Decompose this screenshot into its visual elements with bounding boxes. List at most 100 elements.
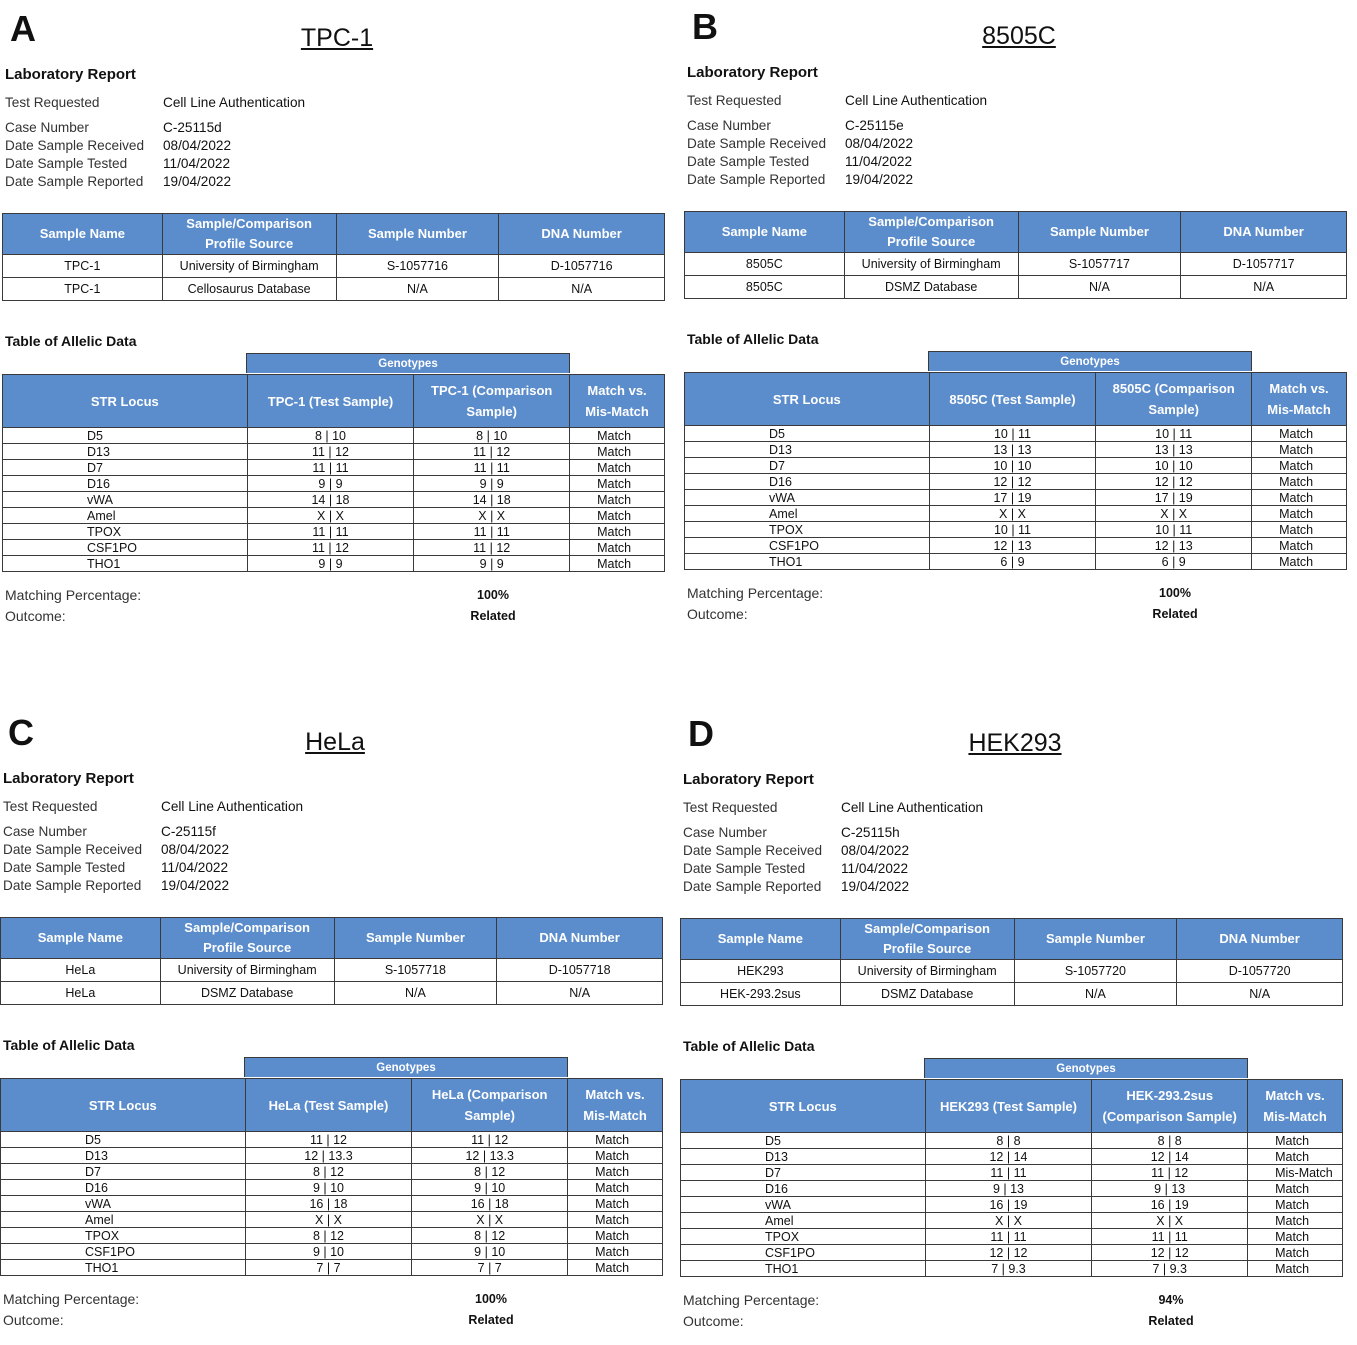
sample-cell: TPC-1 bbox=[2, 277, 163, 301]
comparison-genotype-cell: 9 | 10 bbox=[411, 1179, 569, 1196]
sample-cell: N/A bbox=[1180, 275, 1347, 299]
match-cell: Match bbox=[1251, 505, 1347, 522]
info-key: Date Sample Tested bbox=[687, 154, 810, 169]
test-genotype-cell: 16 | 19 bbox=[924, 1196, 1093, 1213]
match-cell: Match bbox=[1247, 1244, 1343, 1261]
test-genotype-cell: 12 | 12 bbox=[924, 1244, 1093, 1261]
sample-cell: University of Birmingham bbox=[839, 959, 1015, 983]
test-genotype-cell: 8 | 12 bbox=[244, 1227, 413, 1244]
allelic-row: TPOX 11 | 11 11 | 11 Match bbox=[680, 1228, 1343, 1245]
str-locus-cell: D13 bbox=[680, 1148, 926, 1165]
sample-header-row: Sample Name Sample/Comparison Profile Sou… bbox=[2, 213, 665, 255]
summary: Matching Percentage: 94% Outcome: Related bbox=[683, 1290, 1343, 1332]
info-key: Case Number bbox=[683, 825, 767, 840]
sample-cell: TPC-1 bbox=[2, 254, 163, 278]
sample-cell: D-1057720 bbox=[1176, 959, 1343, 983]
match-cell: Match bbox=[567, 1259, 663, 1276]
allelic-row: D7 11 | 11 11 | 12 Mis-Match bbox=[680, 1164, 1343, 1181]
test-genotype-cell: 12 | 13 bbox=[928, 537, 1097, 554]
match-cell: Match bbox=[569, 507, 665, 524]
test-genotype-cell: X | X bbox=[924, 1212, 1093, 1229]
sample-cell: University of Birmingham bbox=[161, 254, 337, 278]
comparison-genotype-cell: 16 | 19 bbox=[1091, 1196, 1249, 1213]
allelic-row: D7 8 | 12 8 | 12 Match bbox=[0, 1163, 663, 1180]
matching-row: Matching Percentage: 100% bbox=[5, 585, 665, 606]
info-key: Date Sample Received bbox=[683, 843, 823, 858]
sample-cell: DSMZ Database bbox=[159, 981, 335, 1005]
comparison-genotype-cell: 12 | 13 bbox=[1095, 537, 1253, 554]
str-locus-cell: D5 bbox=[680, 1132, 926, 1149]
allelic-header-row: STR Locus TPC-1 (Test Sample) TPC-1 (Compa… bbox=[2, 374, 665, 428]
match-cell: Match bbox=[1247, 1148, 1343, 1165]
report-panel: C HeLa Laboratory Report Test Requested Cell… bbox=[0, 704, 668, 1344]
panel-title: 8505C bbox=[682, 22, 1352, 51]
info-value: 19/04/2022 bbox=[161, 878, 230, 893]
comparison-genotype-cell: 9 | 13 bbox=[1091, 1180, 1249, 1197]
outcome-label: Outcome: bbox=[3, 1312, 64, 1328]
info-row: Date Sample Tested 11/04/2022 bbox=[5, 155, 305, 173]
str-locus-cell: TPOX bbox=[0, 1227, 246, 1244]
str-locus-cell: CSF1PO bbox=[684, 537, 930, 554]
test-genotype-cell: 12 | 12 bbox=[928, 473, 1097, 490]
test-genotype-cell: 9 | 10 bbox=[244, 1243, 413, 1260]
info-row: Date Sample Tested 11/04/2022 bbox=[3, 859, 303, 877]
allelic-row: D5 11 | 12 11 | 12 Match bbox=[0, 1131, 663, 1148]
sample-table: Sample Name Sample/Comparison Profile Sou… bbox=[684, 211, 1347, 299]
match-cell: Match bbox=[1251, 489, 1347, 506]
comparison-genotype-cell: 12 | 14 bbox=[1091, 1148, 1249, 1165]
sample-row: 8505C DSMZ Database N/A N/A bbox=[684, 275, 1347, 299]
sample-header-cell: Sample Number bbox=[333, 917, 498, 959]
matching-row: Matching Percentage: 100% bbox=[687, 583, 1347, 604]
info-value: Cell Line Authentication bbox=[841, 800, 984, 815]
sample-header-cell: DNA Number bbox=[1176, 918, 1343, 960]
str-locus-cell: D5 bbox=[0, 1131, 246, 1148]
allelic-row: D16 12 | 12 12 | 12 Match bbox=[684, 473, 1347, 490]
info-key: Case Number bbox=[3, 824, 87, 839]
info-key: Date Sample Received bbox=[5, 138, 145, 153]
comparison-genotype-cell: X | X bbox=[1095, 505, 1253, 522]
info-value: 11/04/2022 bbox=[161, 860, 229, 875]
sample-table: Sample Name Sample/Comparison Profile Sou… bbox=[2, 213, 665, 301]
info-key: Date Sample Tested bbox=[3, 860, 126, 875]
match-cell: Match bbox=[1247, 1228, 1343, 1245]
match-cell: Match bbox=[567, 1195, 663, 1212]
sample-header-cell: Sample/Comparison Profile Source bbox=[843, 211, 1019, 253]
cell-line-title: TPC-1 bbox=[300, 24, 374, 52]
report-info: Test Requested Cell Line Authentication Ca… bbox=[3, 798, 303, 895]
panel-title: HeLa bbox=[0, 728, 668, 757]
test-genotype-cell: 11 | 11 bbox=[246, 523, 415, 540]
allelic-row: D5 8 | 10 8 | 10 Match bbox=[2, 427, 665, 444]
info-key: Date Sample Reported bbox=[3, 878, 142, 893]
match-cell: Match bbox=[1251, 521, 1347, 538]
allelic-header-cell: STR Locus bbox=[0, 1078, 246, 1132]
sample-row: TPC-1 University of Birmingham S-1057716 D-… bbox=[2, 254, 665, 278]
match-cell: Match bbox=[1251, 441, 1347, 458]
panel-label: A bbox=[10, 8, 36, 49]
comparison-genotype-cell: 10 | 11 bbox=[1095, 425, 1253, 442]
allelic-header-cell: STR Locus bbox=[680, 1079, 926, 1133]
match-cell: Match bbox=[569, 475, 665, 492]
sample-cell: N/A bbox=[496, 981, 663, 1005]
match-cell: Mis-Match bbox=[1247, 1164, 1343, 1181]
sample-cell: S-1057717 bbox=[1017, 252, 1182, 276]
test-genotype-cell: 11 | 12 bbox=[244, 1131, 413, 1148]
allelic-row: THO1 7 | 9.3 7 | 9.3 Match bbox=[680, 1260, 1343, 1277]
sample-header-cell: DNA Number bbox=[498, 213, 665, 255]
str-locus-cell: D5 bbox=[684, 425, 930, 442]
report-info: Test Requested Cell Line Authentication Ca… bbox=[5, 94, 305, 191]
matching-value: 94% bbox=[1158, 1293, 1184, 1307]
sample-cell: S-1057720 bbox=[1013, 959, 1178, 983]
info-row: Case Number C-25115e bbox=[687, 117, 987, 135]
cell-line-title: 8505C bbox=[982, 22, 1056, 50]
matching-label: Matching Percentage: bbox=[683, 1292, 820, 1308]
sample-cell: N/A bbox=[1017, 275, 1182, 299]
allelic-header-cell: TPC-1 (Test Sample) bbox=[246, 374, 415, 428]
sample-row: 8505C University of Birmingham S-1057717 D-… bbox=[684, 252, 1347, 276]
test-genotype-cell: 11 | 12 bbox=[246, 539, 415, 556]
allelic-table: STR Locus HeLa (Test Sample) HeLa (Compari… bbox=[0, 1078, 663, 1276]
sample-header-cell: Sample/Comparison Profile Source bbox=[839, 918, 1015, 960]
